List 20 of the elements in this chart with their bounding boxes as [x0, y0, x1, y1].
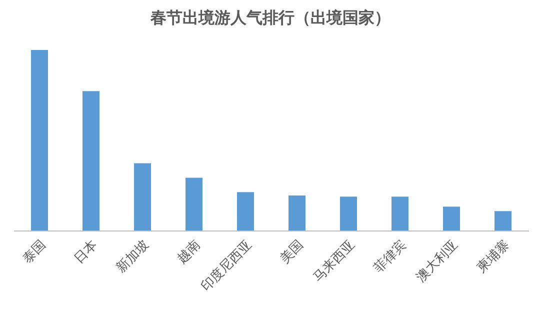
x-tick-label: 新加坡	[114, 238, 152, 276]
x-tick-label: 泰国	[20, 238, 50, 267]
chart-title: 春节出境游人气排行（出境国家）	[150, 8, 392, 29]
x-tick-label: 柬埔寨	[474, 237, 513, 276]
x-tick-label: 越南	[174, 238, 204, 267]
bar	[494, 211, 512, 231]
x-tick-label: 马来西亚	[310, 238, 358, 286]
bar	[237, 192, 254, 231]
bar	[31, 50, 48, 231]
bar	[443, 206, 460, 231]
x-tick-label: 菲律宾	[370, 237, 410, 276]
bar	[288, 196, 306, 231]
bar	[340, 196, 357, 231]
bar	[134, 163, 151, 231]
x-tick-label: 日本	[72, 238, 101, 267]
x-tick-label: 澳大利亚	[414, 238, 462, 286]
bar	[392, 196, 408, 231]
bar	[82, 91, 100, 231]
bar	[186, 178, 202, 231]
x-tick-label: 美国	[276, 237, 307, 267]
